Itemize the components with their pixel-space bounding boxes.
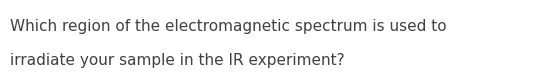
Text: Which region of the electromagnetic spectrum is used to: Which region of the electromagnetic spec… bbox=[10, 19, 446, 35]
Text: irradiate your sample in the IR experiment?: irradiate your sample in the IR experime… bbox=[10, 54, 345, 68]
